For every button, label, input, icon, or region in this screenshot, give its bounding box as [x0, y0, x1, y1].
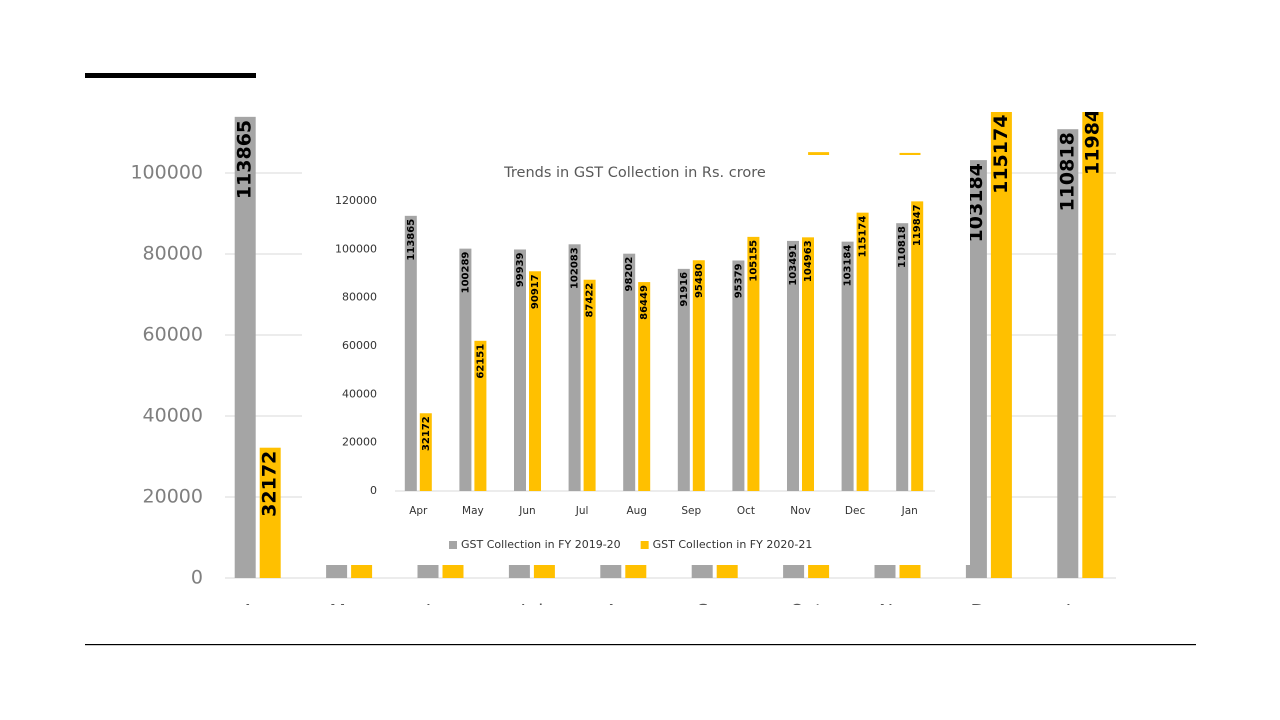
value-label: 113865 — [406, 219, 417, 261]
legend-swatch — [449, 541, 457, 549]
bar — [259, 447, 281, 578]
value-label: 95379 — [733, 263, 744, 298]
legend-label: GST Collection in FY 2020-21 — [653, 538, 813, 551]
value-label: 103184 — [843, 245, 854, 287]
x-tick-label: Apr — [409, 505, 428, 517]
value-label: 104963 — [803, 240, 814, 282]
y-tick-label: 0 — [370, 484, 377, 497]
value-label: 115174 — [990, 115, 1012, 194]
bar — [1057, 129, 1079, 578]
y-tick-label: 80000 — [342, 291, 377, 304]
value-label: 98202 — [624, 257, 635, 292]
y-tick-label: 60000 — [143, 324, 203, 346]
bar — [732, 260, 745, 491]
bar — [234, 116, 256, 579]
footer-rule — [85, 644, 1196, 646]
value-label: 100289 — [460, 252, 471, 294]
x-tick-label: Jun — [425, 601, 456, 623]
bar — [990, 112, 1012, 579]
bar — [474, 340, 487, 491]
value-label: 99939 — [515, 252, 526, 287]
x-tick-label: May — [462, 505, 484, 517]
x-tick-label: Dec — [971, 601, 1008, 623]
value-label: 119847 — [912, 204, 923, 246]
x-tick-label: Dec — [845, 505, 866, 517]
bar — [747, 236, 760, 491]
bar — [404, 215, 417, 492]
value-label: 87422 — [585, 283, 596, 318]
value-label: 103491 — [788, 244, 799, 286]
legend-label: GST Collection in FY 2019-20 — [461, 538, 621, 551]
x-tick-label: Apr — [241, 601, 274, 623]
value-label: 110818 — [1056, 132, 1078, 211]
bar — [692, 260, 705, 491]
bar — [1082, 112, 1104, 578]
chart-title: Trends in GST Collection in Rs. crore — [503, 165, 766, 181]
x-tick-label: Sep — [697, 601, 733, 623]
x-tick-label: Sep — [681, 505, 701, 517]
y-tick-label: 40000 — [143, 405, 203, 427]
value-label: 105155 — [748, 240, 759, 282]
value-label: 32172 — [421, 416, 432, 451]
x-tick-label: Aug — [626, 505, 647, 517]
y-tick-label: 20000 — [143, 486, 203, 508]
value-label: 110818 — [897, 226, 908, 268]
bar — [841, 241, 854, 491]
x-tick-label: Jan — [1065, 601, 1095, 623]
value-label: 32172 — [259, 451, 281, 517]
inset-background — [302, 155, 970, 565]
y-tick-label: 0 — [191, 567, 203, 589]
bar — [638, 282, 651, 491]
bar — [419, 413, 432, 491]
y-tick-label: 100000 — [130, 162, 203, 184]
x-tick-label: Jun — [518, 505, 535, 517]
title-rule — [85, 73, 256, 78]
value-label: 102083 — [570, 247, 581, 289]
value-label: 91916 — [679, 272, 690, 307]
y-tick-label: 40000 — [342, 387, 377, 400]
x-tick-label: Oct — [737, 505, 755, 517]
value-label: 103184 — [965, 163, 987, 242]
x-tick-label: Nov — [879, 601, 916, 623]
bar — [529, 271, 541, 491]
bar — [623, 253, 636, 491]
y-tick-label: 100000 — [335, 242, 377, 255]
x-tick-label: Nov — [790, 505, 811, 517]
x-tick-label: Jul — [519, 601, 543, 623]
value-label: 62151 — [475, 344, 486, 379]
y-tick-label: 80000 — [143, 243, 203, 265]
bar — [896, 223, 909, 492]
value-label: 90917 — [530, 274, 541, 309]
value-label: 115174 — [858, 216, 869, 258]
bar — [802, 237, 814, 491]
bar — [677, 268, 690, 491]
x-tick-label: Aug — [605, 601, 642, 623]
bar — [856, 212, 869, 491]
legend-swatch — [640, 541, 649, 549]
bar — [568, 244, 581, 491]
value-label: 113865 — [234, 120, 256, 199]
bar — [459, 248, 472, 491]
y-tick-label: 20000 — [342, 436, 377, 449]
inset-chart: Trends in GST Collection in Rs. crore 0 2… — [302, 155, 970, 565]
x-tick-label: May — [329, 601, 368, 623]
x-tick-label: Jan — [901, 505, 918, 517]
bar — [965, 160, 987, 578]
y-tick-label: 120000 — [335, 194, 377, 207]
y-tick-label: 60000 — [342, 339, 377, 352]
value-label: 86449 — [639, 285, 650, 320]
bar — [514, 249, 526, 491]
bar — [583, 279, 596, 491]
bar — [787, 240, 799, 491]
x-tick-label: Oct — [790, 601, 823, 623]
bar — [911, 201, 924, 491]
value-label: 95480 — [694, 263, 705, 298]
value-label: 119847 — [1081, 96, 1103, 175]
x-tick-label: Jul — [575, 505, 589, 517]
